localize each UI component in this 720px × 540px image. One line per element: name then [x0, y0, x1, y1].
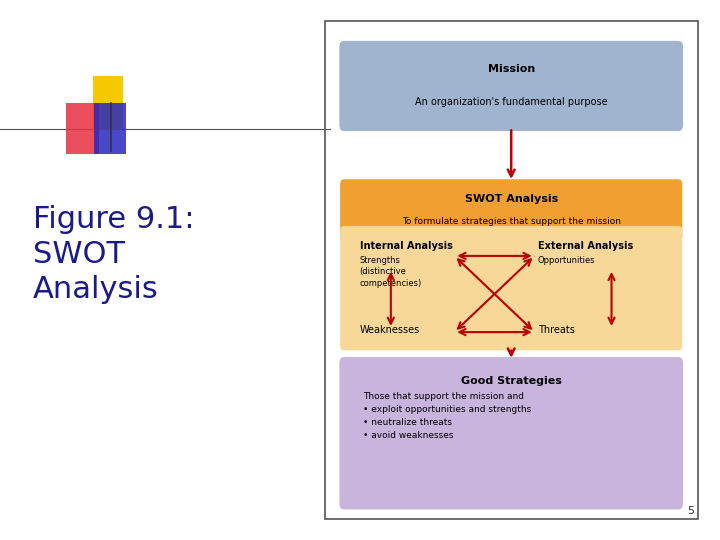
Text: Mission: Mission — [487, 64, 535, 74]
Text: An organization's fundamental purpose: An organization's fundamental purpose — [415, 97, 608, 106]
Text: SWOT Analysis: SWOT Analysis — [464, 194, 558, 204]
FancyBboxPatch shape — [339, 357, 683, 510]
FancyBboxPatch shape — [339, 41, 683, 131]
Text: Weaknesses: Weaknesses — [359, 325, 420, 335]
Text: Internal Analysis: Internal Analysis — [359, 241, 452, 252]
Bar — [344, 237, 678, 345]
FancyBboxPatch shape — [340, 226, 683, 350]
Bar — [93, 76, 122, 130]
Text: 5: 5 — [687, 506, 694, 516]
Text: Threats: Threats — [538, 325, 575, 335]
Text: Those that support the mission and
• exploit opportunities and strengths
• neutr: Those that support the mission and • exp… — [364, 392, 531, 441]
Bar — [94, 103, 126, 154]
FancyBboxPatch shape — [340, 179, 683, 241]
Text: External Analysis: External Analysis — [538, 241, 633, 252]
Text: Figure 9.1:
SWOT
Analysis: Figure 9.1: SWOT Analysis — [33, 205, 194, 303]
Text: Opportunities: Opportunities — [538, 256, 595, 265]
Bar — [66, 103, 99, 154]
Text: To formulate strategies that support the mission: To formulate strategies that support the… — [402, 217, 621, 226]
Text: Good Strategies: Good Strategies — [461, 376, 562, 386]
Text: Strengths
(distinctive
competencies): Strengths (distinctive competencies) — [359, 256, 422, 288]
